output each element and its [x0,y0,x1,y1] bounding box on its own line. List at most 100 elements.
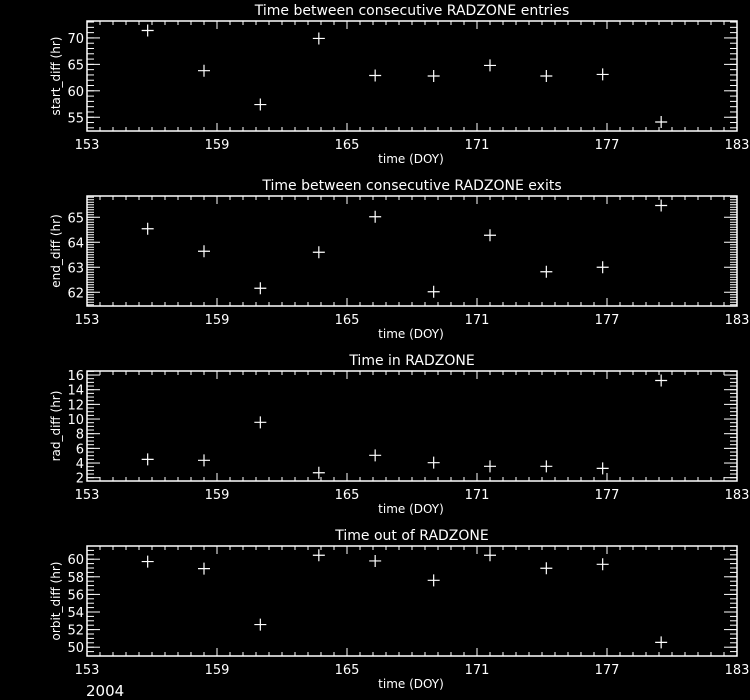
data-point [484,460,496,473]
data-point [254,282,267,295]
y-tick-label: 70 [67,32,84,47]
data-point [540,460,553,473]
data-point [254,98,267,111]
x-tick-label: 165 [335,663,360,678]
x-tick-label: 153 [75,313,100,328]
y-tick-label: 60 [67,553,84,568]
chart-title: Time in RADZONE [348,353,474,369]
y-tick-label: 60 [67,85,84,100]
chart-title: Time between consecutive RADZONE exits [261,178,561,194]
data-point [427,574,440,587]
data-point [655,636,668,649]
x-tick-label: 165 [335,313,360,328]
y-axis-label: rad_diff (hr) [49,391,63,462]
data-point [198,245,210,258]
x-axis-label: time (DOY) [378,677,444,691]
x-tick-label: 177 [595,663,620,678]
data-point [312,549,325,562]
chart-title: Time between consecutive RADZONE entries [254,3,569,19]
x-axis-label: time (DOY) [378,327,444,341]
data-point [141,453,154,466]
y-tick-label: 14 [67,384,84,399]
y-tick-label: 16 [67,369,84,384]
y-tick-label: 8 [76,428,84,443]
y-tick-label: 2 [76,472,84,487]
data-point [484,549,496,562]
data-point [596,68,609,81]
x-tick-label: 171 [465,313,490,328]
panel-1: Time between consecutive RADZONE entries… [49,3,749,166]
x-tick-label: 165 [335,138,360,153]
x-tick-label: 159 [205,313,230,328]
x-tick-label: 159 [205,138,230,153]
data-point [655,199,668,212]
x-tick-label: 183 [725,138,750,153]
data-point [369,210,382,223]
y-tick-label: 50 [67,641,84,656]
x-tick-label: 171 [465,663,490,678]
y-tick-label: 12 [67,398,84,413]
y-axis-label: end_diff (hr) [49,214,63,288]
data-point [312,466,325,479]
chart-title: Time out of RADZONE [334,528,488,544]
data-point [141,222,154,235]
y-tick-label: 64 [67,236,84,251]
plot-frame [86,545,738,657]
panel-2: Time between consecutive RADZONE exits 15… [49,178,749,341]
data-point [596,261,609,274]
x-tick-label: 183 [725,663,750,678]
data-point [596,462,609,475]
data-point [198,64,210,77]
plot-frame [86,370,738,482]
x-tick-label: 177 [595,313,620,328]
data-point [484,59,496,72]
x-tick-label: 165 [335,488,360,503]
x-tick-label: 153 [75,138,100,153]
x-tick-label: 177 [595,488,620,503]
y-tick-label: 56 [67,588,84,603]
x-tick-label: 153 [75,488,100,503]
data-point [484,229,496,242]
data-point [369,449,382,462]
x-tick-label: 183 [725,313,750,328]
x-tick-label: 159 [205,663,230,678]
y-tick-label: 4 [76,457,84,472]
y-tick-label: 10 [67,413,84,428]
y-tick-label: 52 [67,624,84,639]
data-point [198,454,210,467]
data-point [369,69,382,82]
x-tick-label: 177 [595,138,620,153]
data-point [254,416,267,429]
data-point [141,24,154,37]
y-tick-label: 54 [67,606,84,621]
panel-3: Time in RADZONE 153 159 165 171 177 183 time (D… [49,353,749,516]
y-axis-label: start_diff (hr) [49,37,63,116]
y-tick-label: 65 [67,58,84,73]
data-point [540,265,553,278]
y-tick-label: 58 [67,571,84,586]
data-point [655,116,668,129]
data-point [427,70,440,82]
data-point [540,70,553,82]
x-tick-label: 171 [465,488,490,503]
y-tick-label: 55 [67,111,84,126]
data-point [198,562,210,575]
y-tick-label: 63 [67,261,84,276]
x-axis-label: time (DOY) [378,152,444,166]
data-point [254,618,267,631]
x-axis-label: time (DOY) [378,502,444,516]
x-tick-label: 159 [205,488,230,503]
data-point [141,555,154,568]
x-tick-label: 171 [465,138,490,153]
panel-4: Time out of RADZONE 153 159 165 171 177 183 tim… [49,528,749,691]
year-label: 2004 [86,682,125,700]
data-point [312,32,325,45]
data-point [655,374,668,387]
plot-frame [86,20,738,132]
y-axis-label: orbit_diff (hr) [49,562,63,641]
data-point [369,554,382,567]
y-tick-label: 65 [67,211,84,226]
data-point [540,562,553,575]
x-tick-label: 183 [725,488,750,503]
